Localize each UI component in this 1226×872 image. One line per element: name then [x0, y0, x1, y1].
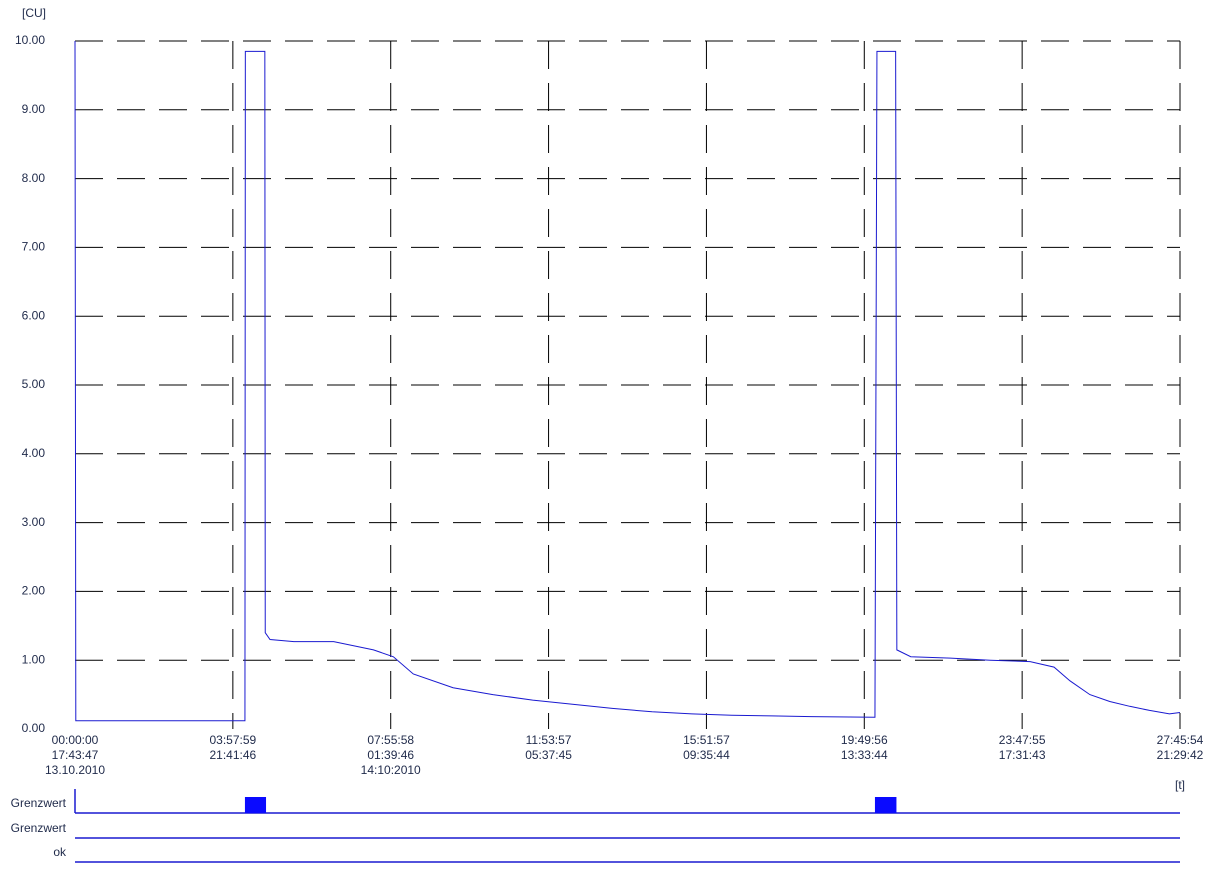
status-block — [244, 797, 267, 813]
x-tick-date: 13.10.2010 — [45, 763, 105, 777]
y-tick-label: 0.00 — [22, 721, 46, 735]
y-tick-label: 10.00 — [15, 33, 45, 47]
status-label: Grenzwert — [11, 796, 67, 810]
x-tick-label: 11:53:57 — [526, 733, 572, 747]
y-tick-label: 5.00 — [22, 377, 46, 391]
x-tick-label: 27:45:54 — [1157, 733, 1204, 747]
x-tick-label: 07:55:58 — [367, 733, 414, 747]
data-line — [74, 40, 1181, 722]
x-unit-label: [t] — [1175, 778, 1185, 792]
x-tick-clock: 09:35:44 — [683, 748, 730, 762]
status-label: Grenzwert — [11, 821, 67, 835]
y-tick-label: 4.00 — [22, 446, 46, 460]
x-tick-label: 03:57:59 — [209, 733, 256, 747]
x-tick-clock: 01:39:46 — [367, 748, 414, 762]
x-tick-clock: 21:29:42 — [1157, 748, 1204, 762]
x-tick-clock: 13:33:44 — [841, 748, 888, 762]
x-tick-label: 15:51:57 — [683, 733, 730, 747]
y-tick-label: 1.00 — [22, 652, 46, 666]
status-label: ok — [53, 845, 67, 859]
y-tick-label: 3.00 — [22, 515, 46, 529]
x-tick-clock: 17:31:43 — [999, 748, 1046, 762]
y-tick-label: 2.00 — [22, 584, 46, 598]
x-tick-clock: 05:37:45 — [525, 748, 572, 762]
x-tick-label: 00:00:00 — [52, 733, 99, 747]
y-tick-label: 7.00 — [22, 240, 46, 254]
x-tick-label: 19:49:56 — [841, 733, 888, 747]
y-tick-label: 9.00 — [22, 102, 46, 116]
y-tick-label: 8.00 — [22, 171, 46, 185]
x-tick-label: 23:47:55 — [999, 733, 1046, 747]
status-block — [874, 797, 897, 813]
x-tick-date: 14:10:2010 — [361, 763, 421, 777]
y-tick-label: 6.00 — [22, 308, 46, 322]
x-tick-clock: 17:43:47 — [52, 748, 99, 762]
x-tick-clock: 21:41:46 — [209, 748, 256, 762]
y-unit-label: [CU] — [22, 6, 46, 20]
